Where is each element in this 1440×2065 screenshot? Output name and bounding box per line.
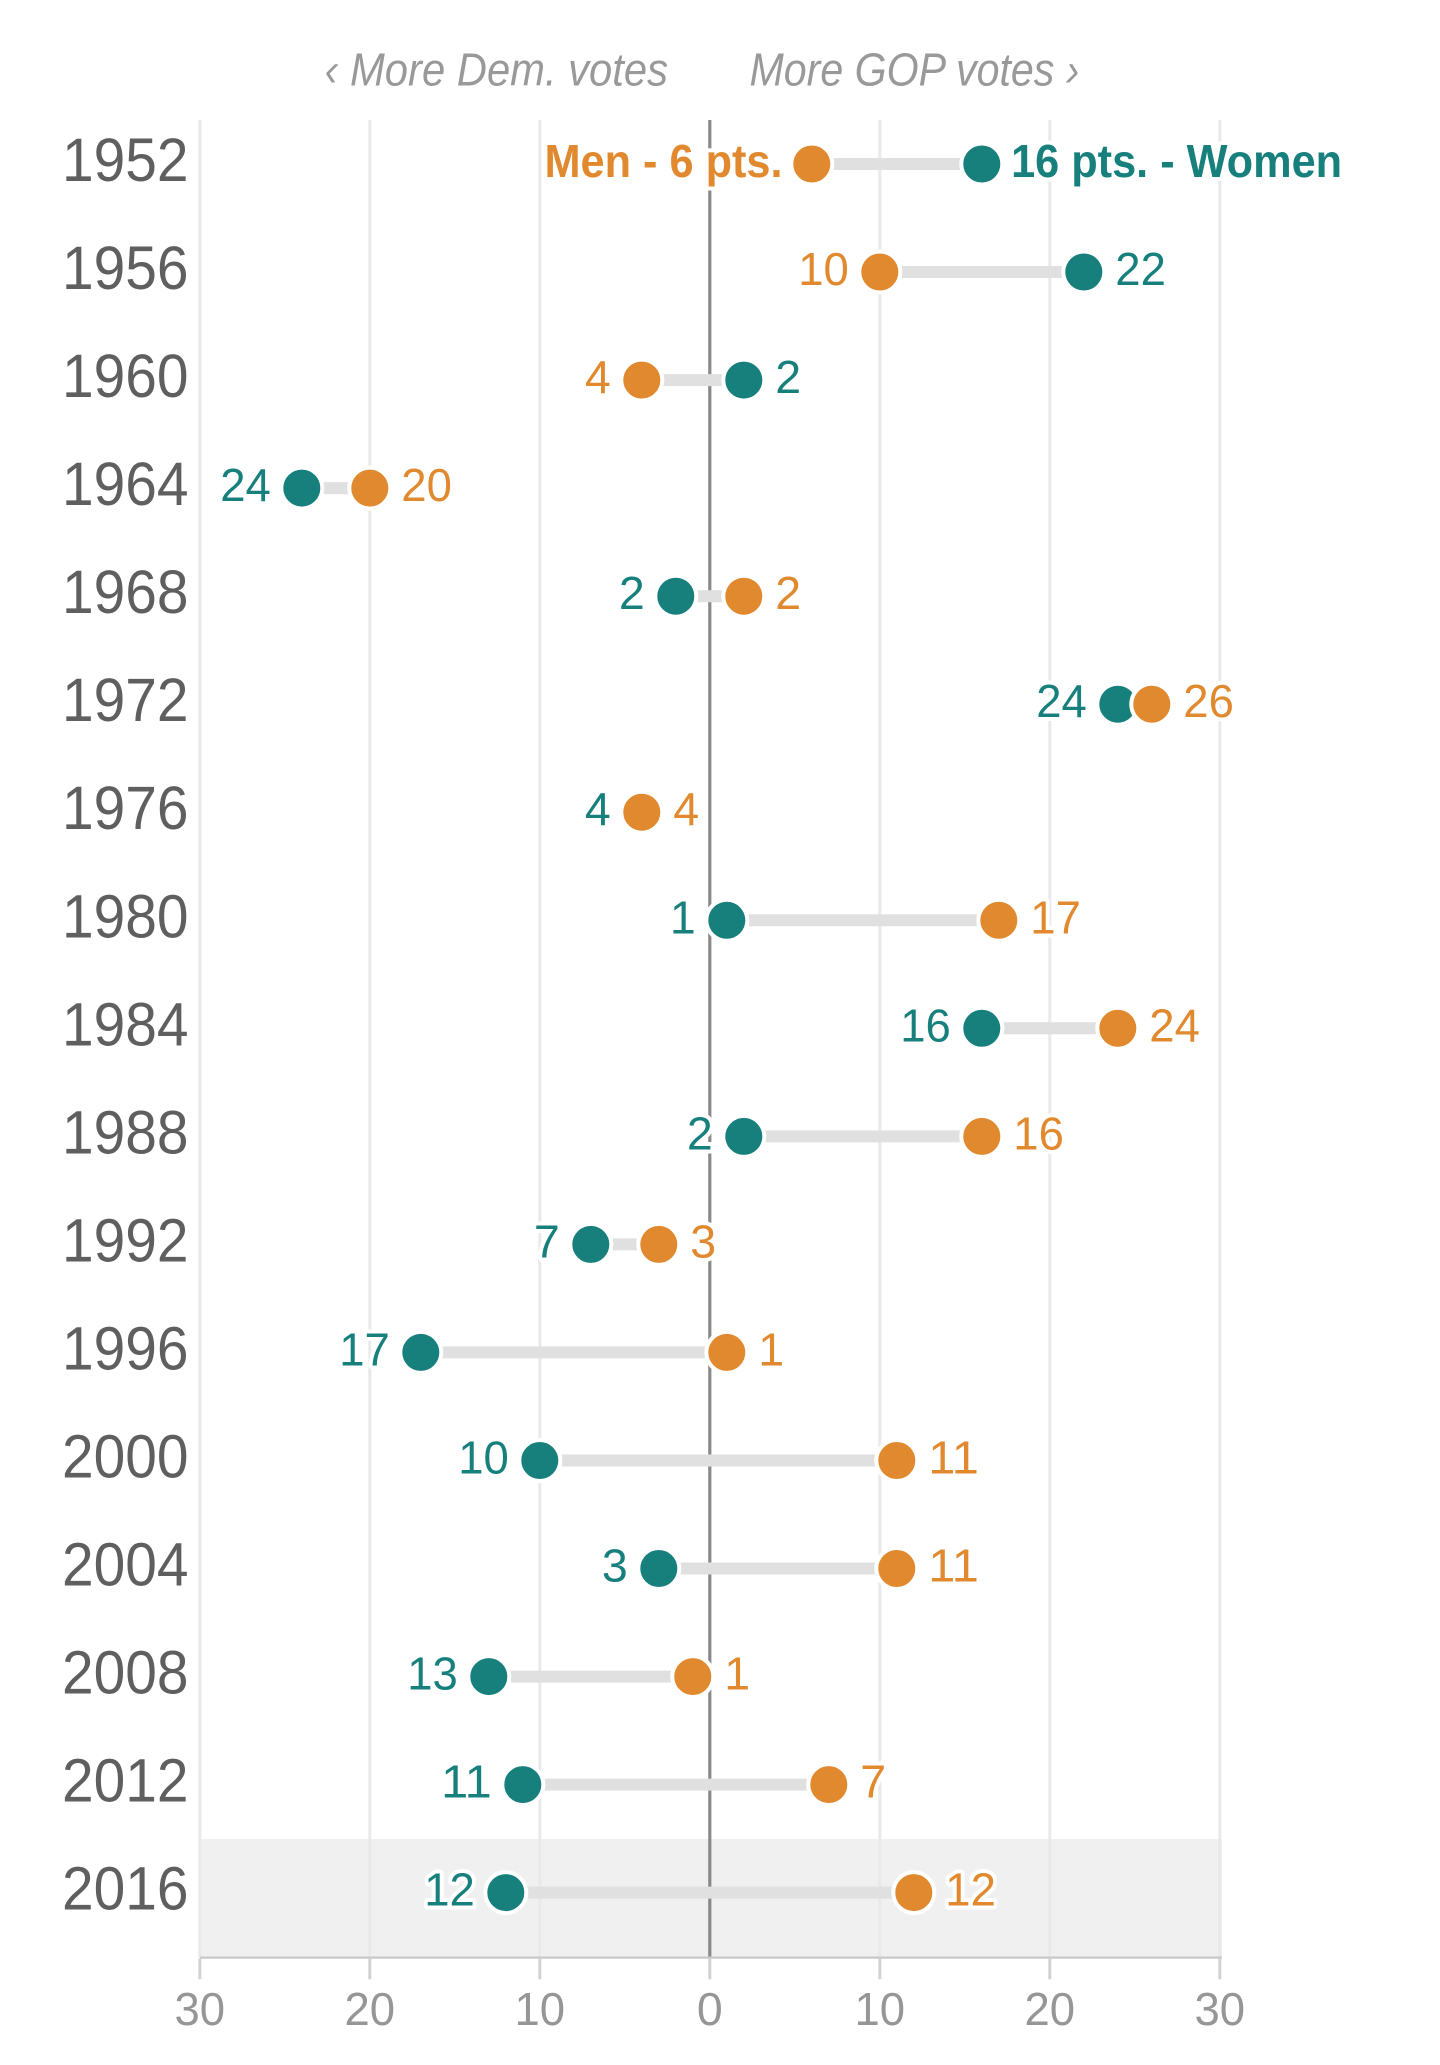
svg-text:2008: 2008 [62,1639,189,1707]
svg-text:20: 20 [345,1983,396,2035]
svg-text:2: 2 [687,1107,713,1159]
svg-text:4: 4 [673,783,699,835]
svg-text:11: 11 [928,1432,979,1484]
svg-text:3: 3 [690,1215,716,1267]
svg-text:20: 20 [401,459,452,511]
svg-text:Men - 6 pts.: Men - 6 pts. [545,135,783,187]
svg-text:7: 7 [860,1756,886,1808]
svg-text:10: 10 [515,1983,566,2035]
svg-text:11: 11 [441,1756,492,1808]
svg-text:2004: 2004 [62,1531,189,1599]
svg-text:2: 2 [775,351,801,403]
svg-text:30: 30 [1195,1983,1246,2035]
svg-text:2: 2 [619,567,645,619]
svg-text:1972: 1972 [62,666,189,734]
svg-text:1952: 1952 [62,126,189,194]
svg-text:1984: 1984 [62,990,189,1058]
svg-text:More GOP votes ›: More GOP votes › [750,44,1080,96]
svg-text:12: 12 [945,1864,996,1916]
svg-text:10: 10 [798,243,849,295]
svg-text:1992: 1992 [62,1206,189,1274]
svg-text:2000: 2000 [62,1423,189,1491]
svg-text:24: 24 [220,459,271,511]
svg-text:1: 1 [724,1648,750,1700]
svg-text:30: 30 [175,1983,226,2035]
svg-text:16: 16 [900,999,951,1051]
svg-text:3: 3 [602,1540,628,1592]
svg-text:10: 10 [855,1983,906,2035]
svg-text:7: 7 [534,1215,560,1267]
svg-text:22: 22 [1115,243,1166,295]
svg-text:1996: 1996 [62,1314,189,1382]
svg-text:1: 1 [758,1323,784,1375]
svg-text:1: 1 [670,891,696,943]
svg-text:2: 2 [775,567,801,619]
svg-text:1980: 1980 [62,882,189,950]
svg-text:20: 20 [1025,1983,1076,2035]
svg-text:10: 10 [458,1432,509,1484]
svg-text:2016: 2016 [62,1855,189,1923]
svg-text:24: 24 [1149,999,1200,1051]
svg-text:17: 17 [1030,891,1081,943]
svg-text:17: 17 [339,1323,390,1375]
svg-text:1988: 1988 [62,1098,189,1166]
svg-text:2012: 2012 [62,1747,189,1815]
svg-text:26: 26 [1183,675,1234,727]
svg-text:0: 0 [697,1983,723,2035]
svg-text:16: 16 [1013,1107,1064,1159]
svg-text:1976: 1976 [62,774,189,842]
svg-text:24: 24 [1036,675,1087,727]
svg-text:13: 13 [407,1648,458,1700]
svg-text:‹ More Dem. votes: ‹ More Dem. votes [325,44,669,96]
svg-text:4: 4 [585,783,611,835]
svg-text:12: 12 [424,1864,475,1916]
svg-text:11: 11 [928,1540,979,1592]
svg-text:1964: 1964 [62,450,189,518]
svg-text:16 pts. - Women: 16 pts. - Women [1011,135,1342,187]
svg-text:4: 4 [585,351,611,403]
svg-text:1956: 1956 [62,234,189,302]
svg-text:1960: 1960 [62,342,189,410]
svg-text:1968: 1968 [62,558,189,626]
